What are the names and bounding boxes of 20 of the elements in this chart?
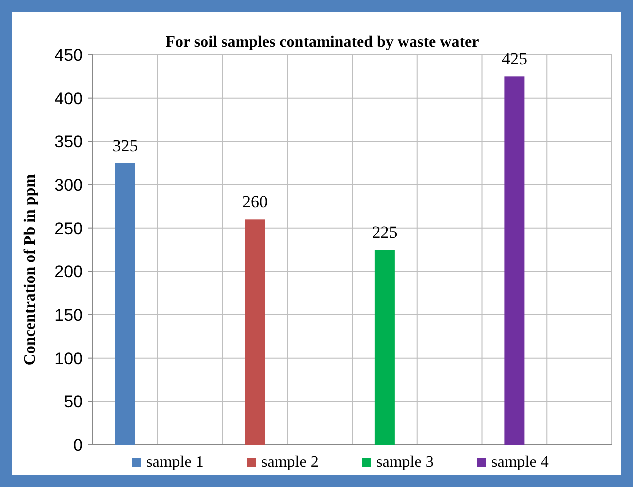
y-tick-label: 0 <box>74 436 83 455</box>
y-tick-label: 300 <box>54 176 83 195</box>
legend-label: sample 4 <box>492 454 549 471</box>
y-tick-label: 350 <box>54 132 83 152</box>
y-tick-label: 50 <box>64 392 83 412</box>
legend-label: sample 3 <box>376 454 434 471</box>
data-label: 325 <box>112 136 138 156</box>
legend-label: sample 1 <box>146 454 204 471</box>
y-tick-label: 250 <box>54 219 83 238</box>
data-label: 260 <box>242 192 268 212</box>
y-axis-title: Concentration of Pb in ppm <box>22 174 39 366</box>
y-tick-label: 400 <box>54 89 83 108</box>
y-tick-label: 200 <box>54 262 83 282</box>
y-tick-label: 150 <box>54 306 83 325</box>
data-label: 425 <box>502 50 528 69</box>
y-tick-label: 450 <box>54 46 83 65</box>
chart-title: For soil samples contaminated by waste water <box>166 34 480 51</box>
y-tick-label: 100 <box>54 349 83 368</box>
data-label: 225 <box>372 223 398 242</box>
legend-label: sample 2 <box>262 454 319 471</box>
